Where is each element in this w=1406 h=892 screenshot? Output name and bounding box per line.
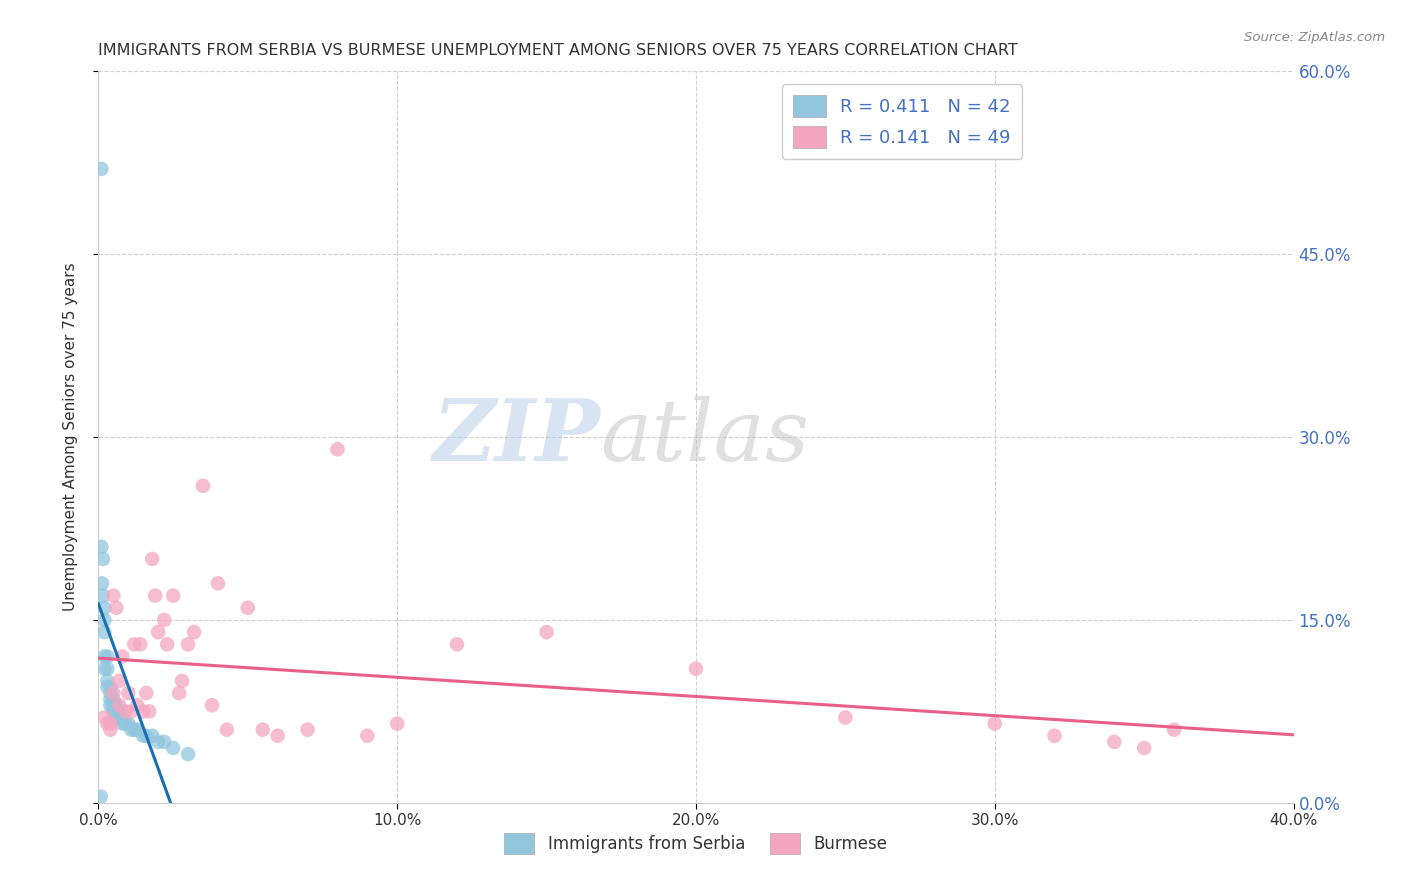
Point — [138, 705, 160, 719]
Point — [201, 698, 224, 713]
Point — [153, 735, 176, 749]
Point — [177, 637, 200, 651]
Text: ZIP: ZIP — [433, 395, 600, 479]
Point — [98, 698, 122, 713]
Point — [1163, 723, 1185, 737]
Point — [132, 705, 155, 719]
Point — [103, 589, 125, 603]
Point — [108, 710, 131, 724]
Point — [141, 552, 163, 566]
Point — [183, 625, 205, 640]
Point — [93, 613, 115, 627]
Point — [120, 723, 142, 737]
Point — [135, 729, 157, 743]
Point — [984, 716, 1007, 731]
Point — [96, 716, 118, 731]
Text: IMMIGRANTS FROM SERBIA VS BURMESE UNEMPLOYMENT AMONG SENIORS OVER 75 YEARS CORRE: IMMIGRANTS FROM SERBIA VS BURMESE UNEMPL… — [98, 43, 1018, 58]
Point — [132, 729, 155, 743]
Point — [111, 716, 134, 731]
Point — [135, 686, 157, 700]
Point — [98, 680, 122, 694]
Text: atlas: atlas — [600, 396, 810, 478]
Point — [93, 649, 115, 664]
Point — [105, 710, 128, 724]
Point — [236, 600, 259, 615]
Point — [536, 625, 558, 640]
Point — [356, 729, 378, 743]
Point — [215, 723, 238, 737]
Point — [93, 600, 115, 615]
Point — [90, 789, 112, 804]
Point — [103, 705, 125, 719]
Point — [141, 729, 163, 743]
Point — [108, 698, 131, 713]
Point — [90, 540, 112, 554]
Legend: R = 0.411   N = 42, R = 0.141   N = 49: R = 0.411 N = 42, R = 0.141 N = 49 — [783, 84, 1022, 159]
Point — [117, 686, 139, 700]
Point — [297, 723, 319, 737]
Point — [105, 600, 128, 615]
Point — [96, 673, 118, 688]
Point — [90, 161, 112, 176]
Point — [96, 662, 118, 676]
Point — [93, 662, 115, 676]
Point — [191, 479, 214, 493]
Point — [98, 686, 122, 700]
Point — [91, 576, 114, 591]
Point — [93, 710, 115, 724]
Point — [685, 662, 707, 676]
Point — [1043, 729, 1066, 743]
Point — [89, 40, 111, 54]
Point — [1133, 740, 1156, 755]
Point — [162, 589, 184, 603]
Point — [114, 705, 136, 719]
Point — [153, 613, 176, 627]
Point — [111, 649, 134, 664]
Point — [124, 723, 146, 737]
Point — [267, 729, 290, 743]
Point — [326, 442, 349, 457]
Point — [252, 723, 274, 737]
Point — [127, 698, 149, 713]
Point — [167, 686, 190, 700]
Point — [103, 698, 125, 713]
Point — [834, 710, 856, 724]
Point — [105, 698, 128, 713]
Point — [96, 649, 118, 664]
Point — [98, 692, 122, 706]
Point — [93, 625, 115, 640]
Point — [1104, 735, 1126, 749]
Point — [108, 705, 131, 719]
Point — [385, 716, 409, 731]
Text: Source: ZipAtlas.com: Source: ZipAtlas.com — [1244, 31, 1385, 45]
Point — [124, 637, 146, 651]
Point — [162, 740, 184, 755]
Point — [105, 705, 128, 719]
Point — [108, 673, 131, 688]
Point — [127, 723, 149, 737]
Point — [114, 716, 136, 731]
Point — [103, 686, 125, 700]
Point — [96, 680, 118, 694]
Point — [117, 716, 139, 731]
Point — [172, 673, 194, 688]
Point — [98, 723, 122, 737]
Y-axis label: Unemployment Among Seniors over 75 years: Unemployment Among Seniors over 75 years — [63, 263, 77, 611]
Point — [148, 625, 170, 640]
Point — [446, 637, 468, 651]
Point — [111, 710, 134, 724]
Point — [148, 735, 170, 749]
Point — [91, 589, 114, 603]
Point — [120, 705, 142, 719]
Point — [143, 589, 166, 603]
Point — [98, 716, 122, 731]
Point — [103, 692, 125, 706]
Point — [156, 637, 179, 651]
Point — [177, 747, 200, 761]
Point — [207, 576, 229, 591]
Point — [91, 552, 114, 566]
Point — [129, 637, 152, 651]
